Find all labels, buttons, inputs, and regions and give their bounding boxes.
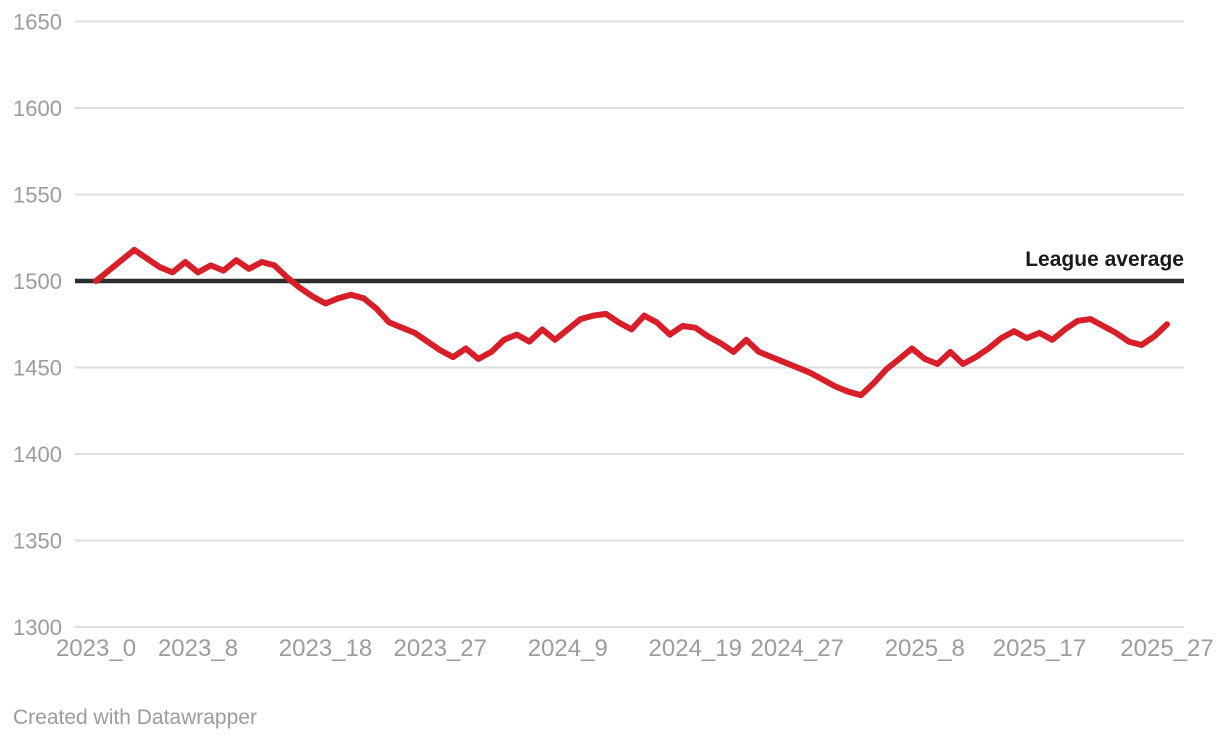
x-tick-label: 2025_8 xyxy=(885,635,965,662)
datawrapper-credit: Created with Datawrapper xyxy=(13,706,257,729)
y-tick-label: 1400 xyxy=(13,442,62,467)
x-tick-label: 2023_27 xyxy=(394,635,487,662)
y-tick-label: 1350 xyxy=(13,529,62,554)
x-tick-label: 2023_0 xyxy=(56,635,136,662)
y-tick-label: 1600 xyxy=(13,96,62,121)
y-tick-label: 1300 xyxy=(13,615,62,640)
y-tick-label: 1550 xyxy=(13,183,62,208)
rating-line xyxy=(93,246,1170,399)
x-tick-label: 2024_27 xyxy=(751,635,844,662)
y-tick-label: 1500 xyxy=(13,269,62,294)
x-tick-label: 2025_17 xyxy=(993,635,1086,662)
x-tick-label: 2023_8 xyxy=(158,635,238,662)
league-average-label: League average xyxy=(1025,248,1184,271)
x-tick-label: 2024_9 xyxy=(528,635,608,662)
x-tick-label: 2024_19 xyxy=(649,635,742,662)
y-tick-label: 1450 xyxy=(13,356,62,381)
x-tick-label: 2023_18 xyxy=(279,635,372,662)
x-tick-label: 2025_27 xyxy=(1120,635,1213,662)
y-tick-label: 1650 xyxy=(13,10,62,35)
